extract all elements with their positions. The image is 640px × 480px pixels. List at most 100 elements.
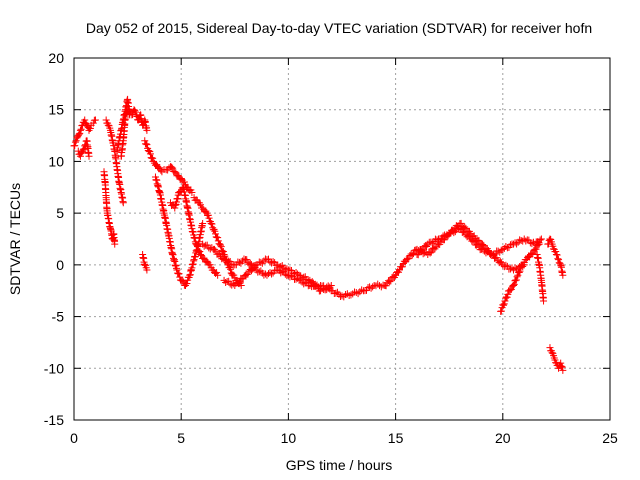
data-point xyxy=(535,240,543,248)
data-point xyxy=(175,270,183,278)
y-tick-label: -10 xyxy=(44,360,64,376)
data-point xyxy=(194,246,202,254)
data-point xyxy=(502,261,510,269)
data-point xyxy=(479,241,487,249)
data-point xyxy=(71,142,79,150)
data-point xyxy=(546,344,554,352)
data-point xyxy=(502,294,510,302)
data-point xyxy=(178,184,186,192)
data-point xyxy=(364,284,372,292)
data-point xyxy=(433,236,441,244)
data-point xyxy=(206,261,214,269)
data-point xyxy=(217,243,225,251)
data-point xyxy=(257,258,265,266)
data-point xyxy=(244,270,252,278)
data-point xyxy=(510,282,518,290)
data-point xyxy=(522,237,530,245)
data-point xyxy=(214,271,222,279)
data-point xyxy=(146,150,154,158)
data-point xyxy=(111,240,119,248)
data-point xyxy=(462,224,470,232)
data-point xyxy=(427,248,435,256)
data-point xyxy=(174,269,182,277)
data-point xyxy=(228,270,236,278)
data-point xyxy=(183,279,191,287)
y-tick-label: 0 xyxy=(56,257,64,273)
data-point xyxy=(295,271,303,279)
data-point xyxy=(540,297,548,305)
data-point xyxy=(235,258,243,266)
data-point xyxy=(506,265,514,273)
data-point xyxy=(508,282,516,290)
data-point xyxy=(157,166,165,174)
data-point xyxy=(249,265,257,273)
data-point xyxy=(398,263,406,271)
data-point xyxy=(516,236,524,244)
data-point xyxy=(193,241,201,249)
x-tick-label: 20 xyxy=(495,430,511,446)
data-point xyxy=(142,140,150,148)
data-point xyxy=(141,261,149,269)
data-point xyxy=(500,244,508,252)
data-point xyxy=(204,211,212,219)
data-point xyxy=(300,280,308,288)
data-point xyxy=(239,275,247,283)
x-axis-ticks: 0 5 10 15 20 25 xyxy=(70,58,618,446)
data-point xyxy=(338,292,346,300)
data-point xyxy=(223,258,231,266)
data-point xyxy=(506,241,514,249)
data-point xyxy=(488,251,496,259)
data-point xyxy=(382,282,390,290)
data-point xyxy=(517,262,525,270)
data-point xyxy=(180,178,188,186)
data-point xyxy=(536,236,544,244)
data-point xyxy=(427,238,435,246)
data-point xyxy=(497,307,505,315)
data-point xyxy=(377,283,385,291)
data-point xyxy=(79,146,87,154)
data-point xyxy=(222,278,230,286)
data-point xyxy=(272,261,280,269)
data-point xyxy=(513,240,521,248)
data-point xyxy=(457,219,465,227)
data-point xyxy=(534,241,542,249)
y-tick-label: -5 xyxy=(52,309,65,325)
data-point xyxy=(327,282,335,290)
data-point xyxy=(247,266,255,274)
x-tick-label: 10 xyxy=(281,430,297,446)
data-point xyxy=(72,137,80,145)
data-point xyxy=(179,278,187,286)
data-point xyxy=(426,249,434,257)
data-point xyxy=(76,152,84,160)
data-point xyxy=(386,278,394,286)
data-point xyxy=(405,255,413,263)
data-point xyxy=(102,116,110,124)
data-point xyxy=(212,233,220,241)
data-point xyxy=(230,271,238,279)
data-point xyxy=(480,241,488,249)
data-point xyxy=(374,280,382,288)
grid-lines xyxy=(74,58,610,420)
data-point xyxy=(141,137,149,145)
y-axis-ticks: -15 -10 -5 0 5 10 15 20 xyxy=(44,50,610,428)
data-point xyxy=(517,236,525,244)
data-point xyxy=(214,234,222,242)
data-point xyxy=(176,273,184,281)
data-point xyxy=(134,116,142,124)
data-point xyxy=(119,199,127,207)
data-point xyxy=(287,266,295,274)
data-point xyxy=(171,168,179,176)
data-point xyxy=(255,268,263,276)
data-point xyxy=(494,247,502,255)
data-point xyxy=(352,288,360,296)
data-point xyxy=(555,256,563,264)
data-point xyxy=(419,246,427,254)
data-point xyxy=(76,129,84,137)
data-point xyxy=(342,291,350,299)
data-point xyxy=(515,269,523,277)
data-point xyxy=(219,248,227,256)
data-point xyxy=(513,273,521,281)
data-point xyxy=(168,163,176,171)
data-point xyxy=(511,264,519,272)
